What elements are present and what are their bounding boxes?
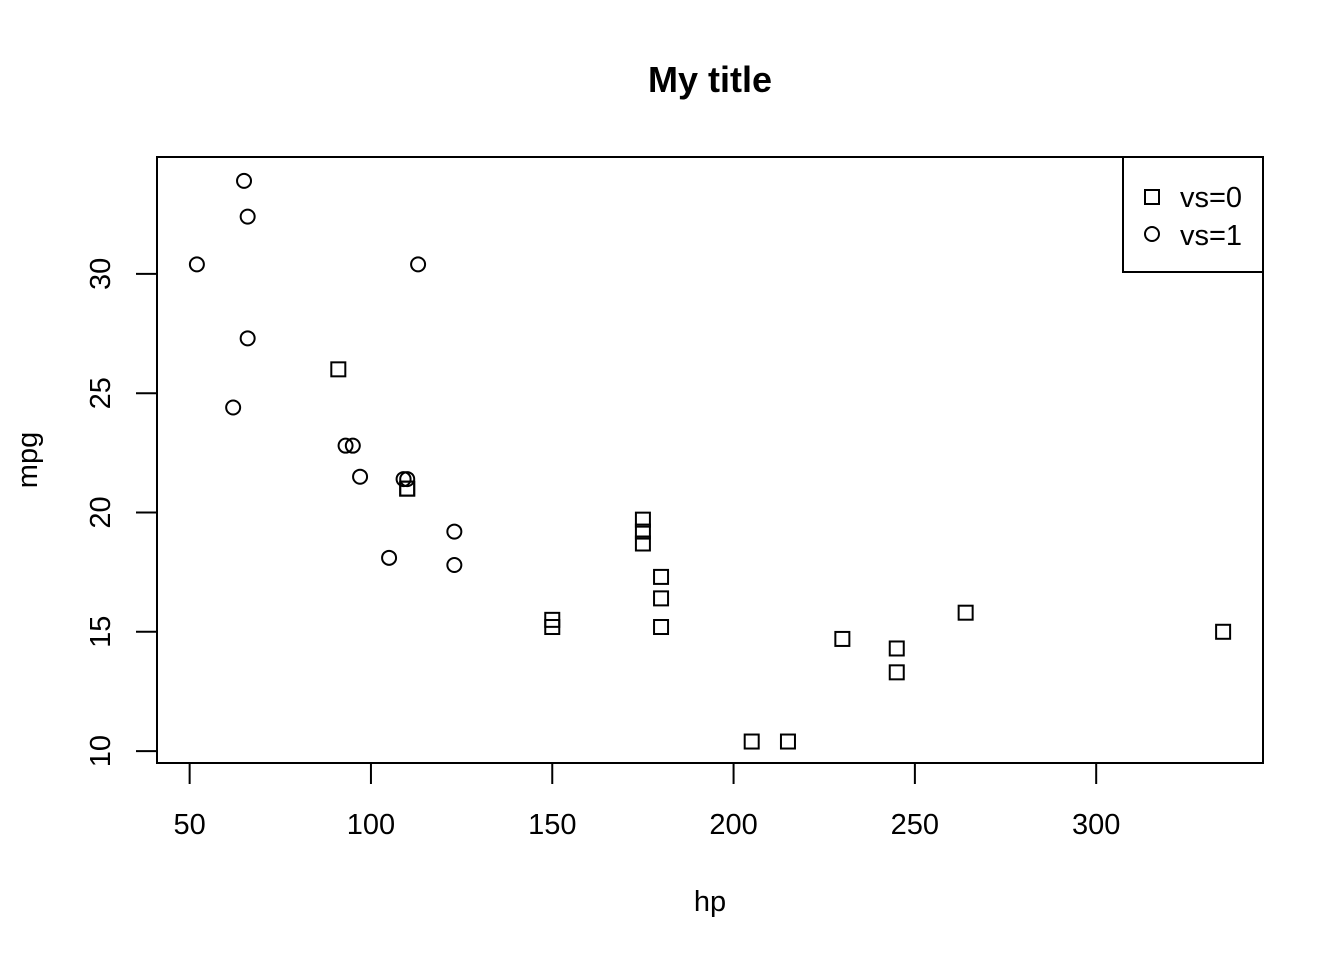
- point-vs0-square: [399, 480, 416, 497]
- legend-circle-marker: [1144, 226, 1160, 242]
- point-vs1-circle: [446, 523, 463, 540]
- plot-frame: [156, 156, 1264, 764]
- y-axis-label: mpg: [12, 432, 44, 488]
- point-vs1-circle: [344, 437, 361, 454]
- point-vs1-circle: [446, 556, 463, 573]
- y-tick-label: 20: [85, 496, 117, 528]
- x-tick-label: 100: [347, 809, 395, 841]
- point-vs0-square: [634, 535, 651, 552]
- x-tick-label: 200: [709, 809, 757, 841]
- legend-box: [1122, 156, 1264, 273]
- x-tick-label: 50: [174, 809, 206, 841]
- point-vs0-square: [544, 619, 561, 636]
- point-vs1-circle: [399, 471, 416, 488]
- point-vs1-circle: [225, 399, 242, 416]
- legend-label-vs0: vs=0: [1180, 182, 1242, 214]
- legend-label-vs1: vs=1: [1180, 220, 1242, 252]
- point-vs0-square: [653, 619, 670, 636]
- point-vs0-square: [653, 590, 670, 607]
- point-vs0-square: [957, 604, 974, 621]
- point-vs0-square: [888, 640, 905, 657]
- point-vs0-square: [888, 664, 905, 681]
- x-tick-label: 250: [891, 809, 939, 841]
- point-vs1-circle: [381, 549, 398, 566]
- point-vs1-circle: [352, 468, 369, 485]
- chart-title: My title: [648, 59, 772, 100]
- y-tick-label: 15: [85, 616, 117, 648]
- point-vs0-square: [653, 568, 670, 585]
- y-tick-label: 30: [85, 258, 117, 290]
- point-vs0-square: [779, 733, 796, 750]
- point-vs0-square: [834, 630, 851, 647]
- point-vs0-square: [743, 733, 760, 750]
- point-vs0-square: [634, 511, 651, 528]
- point-vs0-square: [330, 361, 347, 378]
- x-axis: 50 100 150 200 250 300: [174, 762, 1120, 841]
- legend-square-marker: [1144, 189, 1160, 205]
- point-vs1-circle: [239, 208, 256, 225]
- point-vs1-circle: [188, 256, 205, 273]
- point-vs0-square: [634, 523, 651, 540]
- point-vs1-circle: [236, 172, 253, 189]
- point-vs0-square: [1215, 623, 1232, 640]
- y-tick-label: 10: [85, 735, 117, 767]
- data-points: [188, 172, 1232, 750]
- x-axis-label: hp: [694, 886, 726, 918]
- point-vs1-circle: [410, 256, 427, 273]
- y-tick-label: 25: [85, 377, 117, 409]
- y-axis: 10 15 20 25 30: [85, 258, 158, 767]
- legend: vs=0 vs=1: [1122, 156, 1264, 273]
- point-vs1-circle: [239, 330, 256, 347]
- point-vs1-circle: [337, 437, 354, 454]
- x-tick-label: 150: [528, 809, 576, 841]
- x-tick-label: 300: [1072, 809, 1120, 841]
